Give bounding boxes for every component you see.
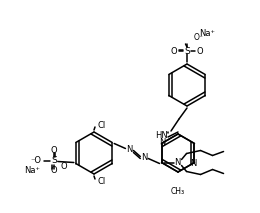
Text: O: O	[61, 162, 67, 171]
Text: Na⁺: Na⁺	[199, 29, 215, 37]
Text: O⁻: O⁻	[194, 33, 204, 43]
Text: S: S	[51, 156, 57, 165]
Text: O: O	[50, 166, 57, 175]
Text: O: O	[197, 46, 203, 56]
Text: N: N	[141, 153, 147, 162]
Text: Cl: Cl	[97, 121, 105, 130]
Text: CH₃: CH₃	[171, 187, 185, 196]
Text: HN: HN	[155, 131, 167, 140]
Text: Cl: Cl	[97, 177, 105, 186]
Text: N: N	[159, 138, 166, 147]
Text: O: O	[171, 46, 177, 56]
Text: ⁻O: ⁻O	[31, 156, 42, 165]
Text: N: N	[126, 145, 133, 154]
Text: S: S	[184, 46, 190, 56]
Text: Na⁺: Na⁺	[24, 166, 40, 175]
Text: O: O	[50, 146, 57, 155]
Text: N: N	[174, 158, 181, 167]
Text: N: N	[190, 159, 197, 168]
